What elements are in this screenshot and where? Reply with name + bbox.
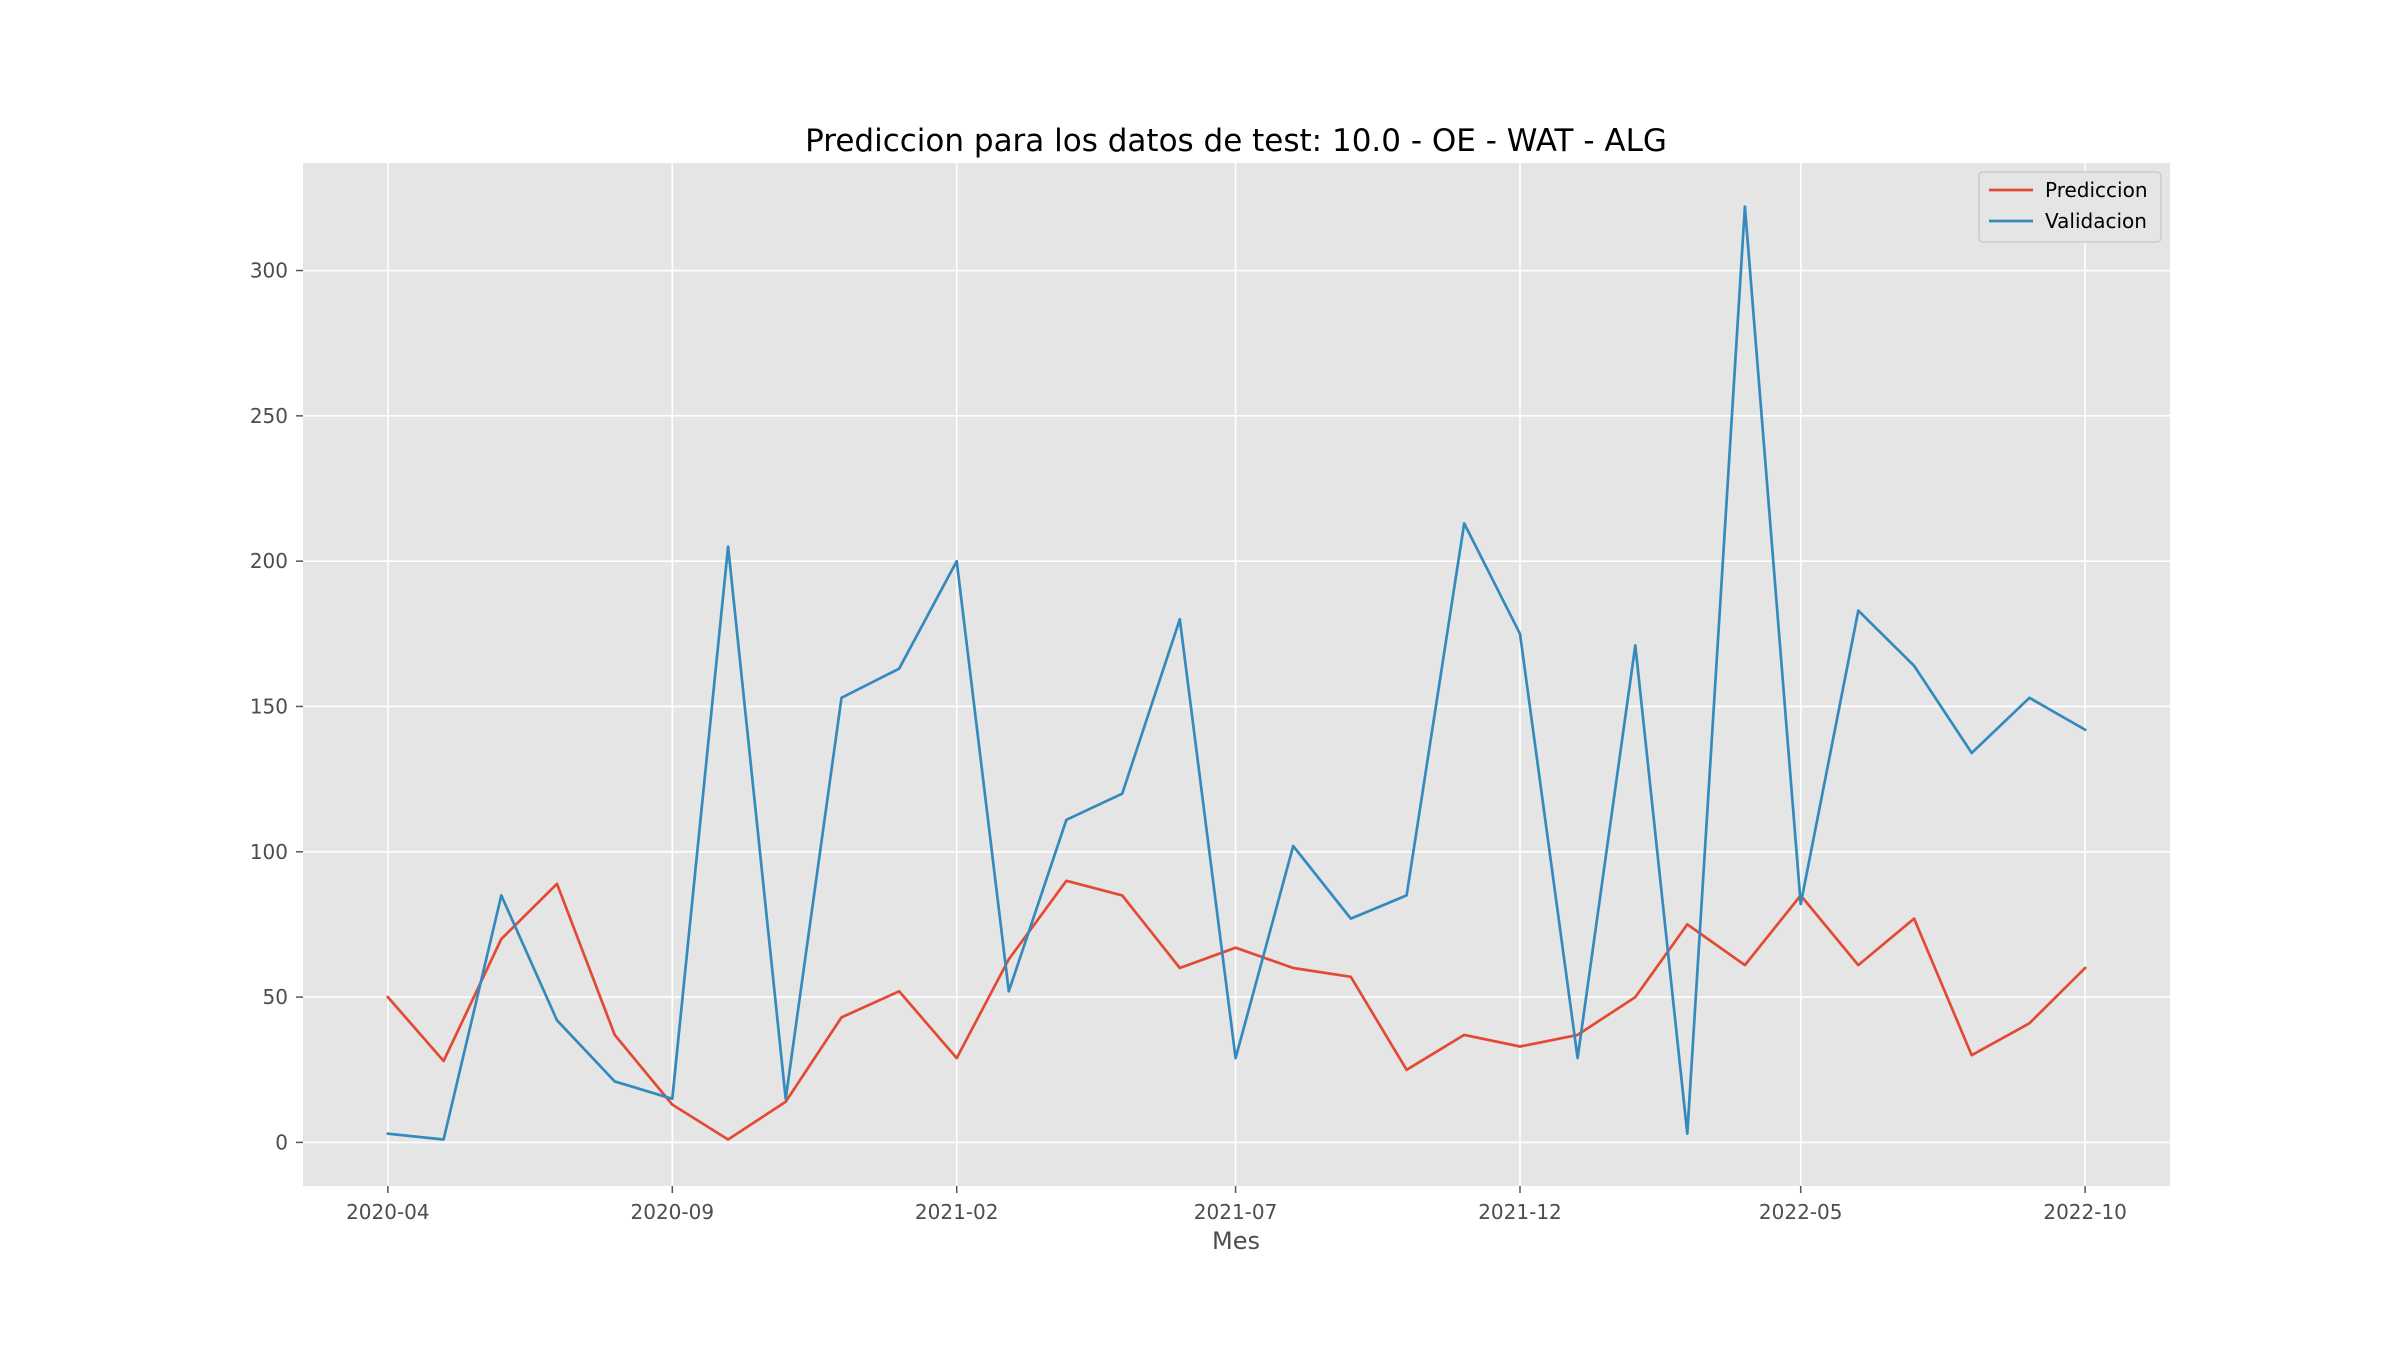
x-axis-label: Mes xyxy=(1212,1227,1260,1255)
x-tick-label: 2021-02 xyxy=(915,1200,999,1224)
x-tick-label: 2022-05 xyxy=(1759,1200,1843,1224)
gridlines xyxy=(303,163,2170,1186)
legend-label-validacion: Validacion xyxy=(2045,209,2147,233)
y-tick-label: 0 xyxy=(275,1130,288,1154)
series-line-validacion xyxy=(386,205,2087,1141)
x-tick-label: 2021-07 xyxy=(1194,1200,1278,1224)
y-tick-label: 150 xyxy=(250,694,288,718)
y-tick-label: 100 xyxy=(250,840,288,864)
plot-area xyxy=(303,163,2170,1186)
y-tick-label: 200 xyxy=(250,549,288,573)
x-tick-label: 2020-09 xyxy=(631,1200,715,1224)
y-tick-label: 250 xyxy=(250,404,288,428)
legend: Prediccion Validacion xyxy=(1978,171,2162,243)
chart-title: Prediccion para los datos de test: 10.0 … xyxy=(805,123,1667,159)
x-tick-label: 2021-12 xyxy=(1478,1200,1562,1224)
x-axis: 2020-04 2020-09 2021-02 2021-07 2021-12 2022-… xyxy=(346,1186,2127,1224)
y-tick-label: 50 xyxy=(263,985,288,1009)
legend-label-prediccion: Prediccion xyxy=(2045,178,2148,202)
series-layer xyxy=(385,205,2088,1141)
y-axis: 0 50 100 150 200 250 300 xyxy=(250,259,303,1154)
x-tick-label: 2020-04 xyxy=(346,1200,430,1224)
y-tick-label: 300 xyxy=(250,259,288,283)
x-tick-label: 2022-10 xyxy=(2043,1200,2127,1224)
